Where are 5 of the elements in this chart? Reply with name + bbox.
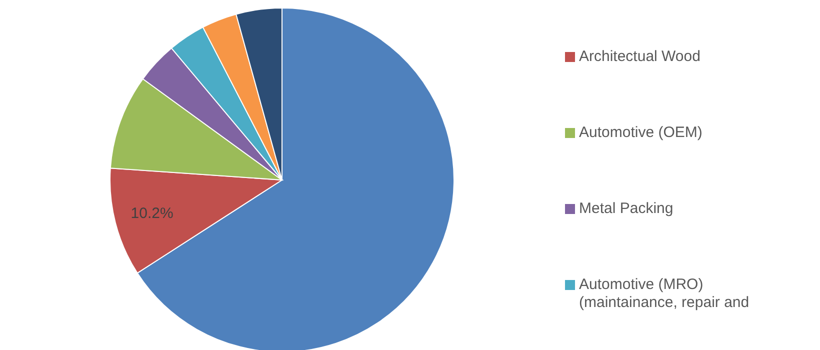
data-label: 10.2% [130, 204, 174, 222]
legend-label: Automotive (MRO) (maintainance, repair and [579, 276, 750, 312]
legend-label: Architectual Wood [579, 48, 702, 66]
legend-label: Metal Packing [579, 200, 674, 218]
legend-label: Automotive (OEM) [579, 124, 704, 142]
